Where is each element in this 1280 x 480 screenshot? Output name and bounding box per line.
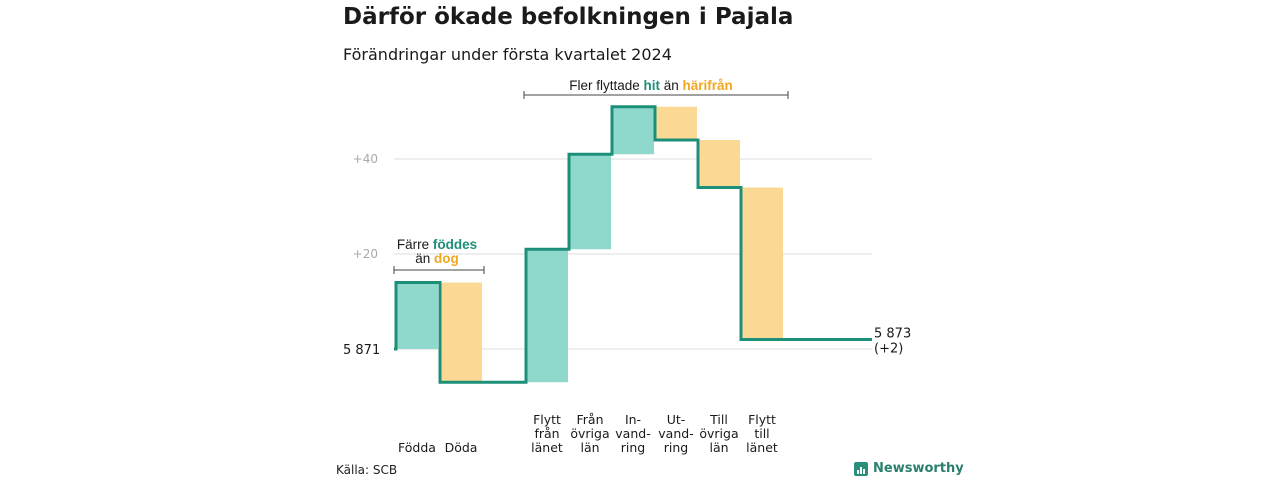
svg-text:Färre föddes: Färre föddes — [397, 237, 477, 252]
annotation-highlight-born: föddes — [433, 237, 477, 252]
category-label: län — [709, 440, 728, 455]
chart-subtitle: Förändringar under första kvartalet 2024 — [343, 45, 672, 64]
svg-text:Fler flyttade hit än härifrån: Fler flyttade hit än härifrån — [569, 78, 733, 93]
category-label: från — [534, 426, 559, 441]
svg-text:än dog: än dog — [415, 251, 459, 266]
category-label: Döda — [445, 440, 478, 455]
annotation-text: än — [660, 78, 683, 93]
waterfall-bar — [569, 154, 611, 250]
annotation-text: Fler flyttade — [569, 78, 643, 93]
waterfall-bar — [741, 187, 783, 340]
category-label: Flytt — [533, 412, 561, 427]
y-tick-label: +20 — [353, 247, 378, 261]
end-change-label: (+2) — [874, 342, 903, 357]
brand-name: Newsworthy — [873, 461, 964, 476]
waterfall-bar — [612, 106, 654, 155]
category-label: län — [580, 440, 599, 455]
waterfall-bar — [440, 282, 482, 383]
start-value-label: 5 871 — [343, 343, 380, 358]
category-label: In- — [625, 412, 641, 427]
annotation-text: Färre — [397, 237, 433, 252]
source-note: Källa: SCB — [336, 463, 398, 477]
y-tick-label: +40 — [353, 152, 378, 166]
annotation-highlight-died: dog — [434, 251, 459, 266]
waterfall-bar — [396, 282, 438, 349]
category-label: ring — [621, 440, 645, 455]
annotation-births-deaths: Färre föddes än dog — [393, 237, 485, 274]
annotation-text: än — [415, 251, 434, 266]
end-value-label: 5 873 — [874, 327, 911, 342]
annotation-highlight-here: hit — [643, 78, 660, 93]
category-label: länet — [746, 440, 778, 455]
brand-logo[interactable]: Newsworthy — [854, 461, 964, 476]
waterfall-bar — [698, 140, 740, 188]
newsworthy-icon — [854, 461, 868, 476]
waterfall-bar — [655, 106, 697, 140]
waterfall-bar — [526, 249, 568, 383]
category-label: övriga — [570, 426, 609, 441]
category-label: vand- — [615, 426, 650, 441]
category-label: ring — [664, 440, 688, 455]
annotation-highlight-away: härifrån — [683, 78, 733, 93]
category-label: Flytt — [748, 412, 776, 427]
category-label: Ut- — [667, 412, 686, 427]
category-label: övriga — [699, 426, 738, 441]
category-label: Till — [709, 412, 728, 427]
category-label: Födda — [398, 440, 436, 455]
chart-title: Därför ökade befolkningen i Pajala — [343, 4, 794, 30]
annotation-migration: Fler flyttade hit än härifrån — [523, 78, 789, 99]
category-label: vand- — [658, 426, 693, 441]
category-label: länet — [531, 440, 563, 455]
cumulative-step-line — [394, 105, 872, 384]
category-label: till — [754, 426, 769, 441]
category-label: Från — [576, 412, 603, 427]
